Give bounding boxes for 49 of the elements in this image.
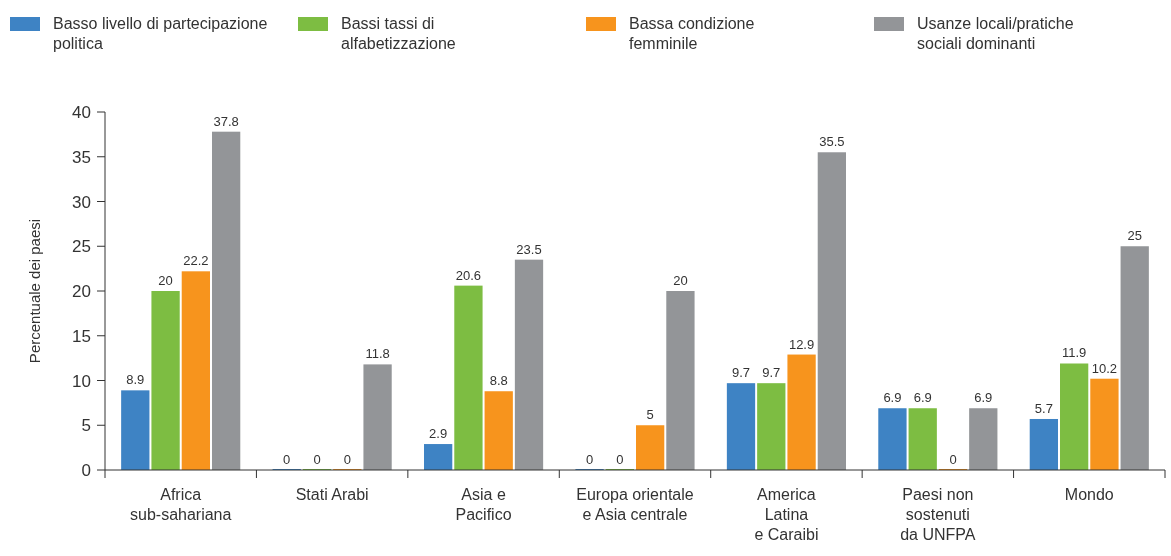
x-tick-label: Stati Arabi	[295, 486, 369, 503]
y-tick-label: 15	[72, 326, 91, 346]
data-label: 12.9	[788, 336, 815, 352]
data-label: 8.9	[126, 372, 145, 388]
y-tick-label: 25	[72, 237, 91, 257]
data-label: 0	[585, 452, 594, 467]
data-label: 0	[313, 452, 321, 467]
y-tick-label: 35	[72, 147, 91, 167]
data-label: 6.9	[974, 390, 993, 406]
legend-label: Usanze locali/pratiche sociali dominanti	[917, 15, 1074, 52]
x-tick-label: Asia e Pacifico	[455, 486, 512, 523]
y-axis-title: Percentuale dei paesi	[26, 218, 43, 364]
y-tick-label: 0	[81, 461, 91, 480]
y-tick-label: 30	[72, 192, 91, 212]
data-label: 0	[949, 452, 957, 467]
data-label: 0	[616, 452, 624, 467]
data-label: 35.5	[819, 134, 845, 150]
x-tick-label: America Latina e Caraibi	[754, 486, 819, 543]
data-label: 37.8	[213, 113, 239, 129]
data-label: 20	[673, 273, 688, 288]
y-tick-label: 20	[72, 282, 91, 301]
x-tick-label: Europa orientale e Asia centrale	[576, 486, 694, 523]
data-label: 11.8	[365, 346, 390, 362]
x-tick-label: Africa sub-sahariana	[130, 486, 232, 523]
y-tick-label: 5	[81, 416, 91, 436]
data-label: 8.8	[489, 373, 508, 389]
data-label: 25	[1127, 228, 1142, 244]
data-label: 0	[343, 452, 351, 467]
legend-label: Bassi tassi di alfabetizzazione	[341, 15, 456, 52]
data-label: 9.7	[762, 365, 781, 381]
data-label: 11.9	[1061, 345, 1087, 361]
data-label: 9.7	[731, 365, 751, 381]
legend-label: Basso livello di partecipazione politica	[53, 15, 268, 52]
data-label: 5.7	[1034, 400, 1053, 416]
y-tick-label: 40	[72, 103, 91, 122]
legend-label: Bassa condizione femminile	[629, 15, 755, 52]
data-label: 22.2	[183, 253, 209, 269]
data-label: 6.9	[883, 390, 902, 406]
y-tick-label: 10	[72, 371, 91, 391]
data-label: 20	[158, 273, 173, 288]
data-label: 0	[283, 452, 291, 467]
data-label: 10.2	[1091, 360, 1118, 376]
data-label: 20.6	[455, 267, 482, 283]
data-label: 6.9	[913, 390, 932, 406]
data-label: 5	[646, 407, 654, 423]
x-tick-label: Paesi non sostenuti da UNFPA	[900, 486, 976, 543]
x-tick-label: Mondo	[1064, 486, 1114, 503]
data-label: 2.9	[429, 426, 448, 442]
data-label: 23.5	[516, 241, 542, 257]
